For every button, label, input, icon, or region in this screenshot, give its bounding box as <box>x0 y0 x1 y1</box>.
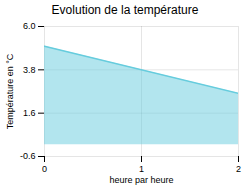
svg-text:1.6: 1.6 <box>23 108 36 118</box>
svg-text:6.0: 6.0 <box>23 21 36 31</box>
svg-text:3.8: 3.8 <box>23 65 36 75</box>
svg-text:2: 2 <box>236 164 241 174</box>
svg-text:Température en °C: Température en °C <box>5 53 15 129</box>
svg-text:1: 1 <box>139 164 144 174</box>
svg-text:-0.6: -0.6 <box>20 151 36 161</box>
svg-text:heure par heure: heure par heure <box>109 175 173 185</box>
svg-text:0: 0 <box>42 164 47 174</box>
html-text:Evolution de la température: Evolution de la température <box>51 3 199 17</box>
